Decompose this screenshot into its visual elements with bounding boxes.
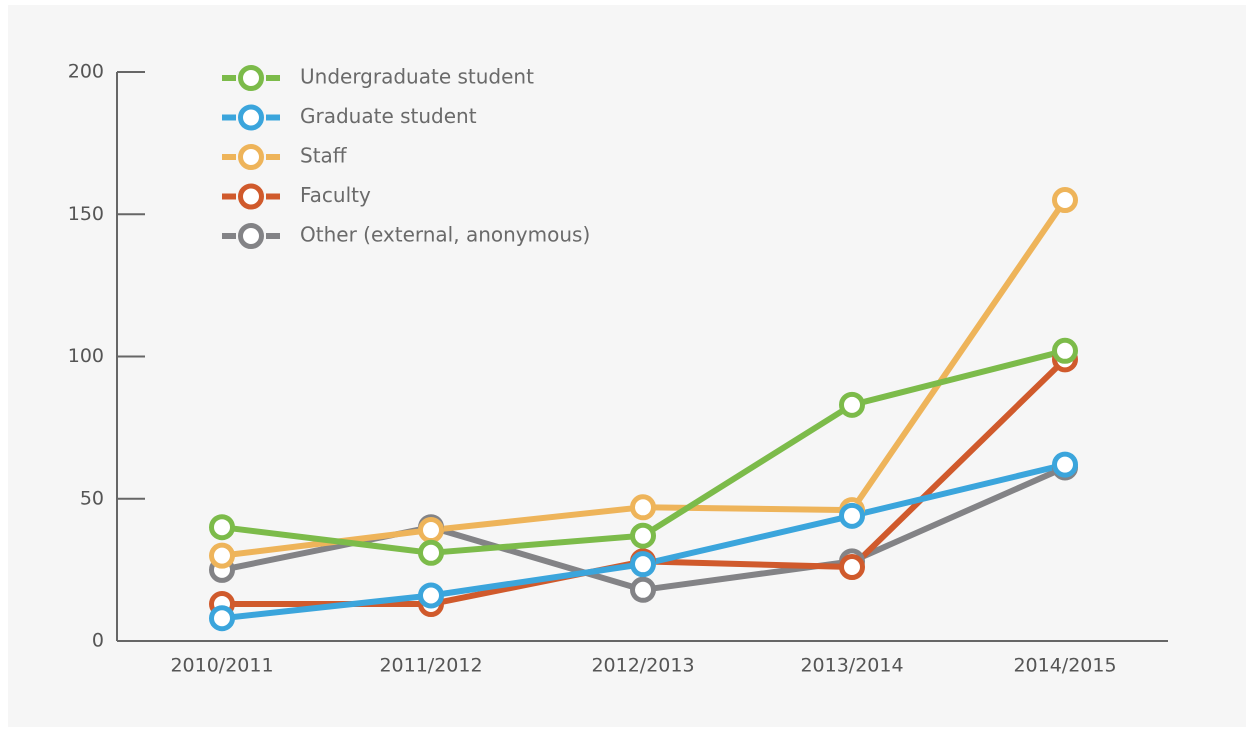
legend-label: Staff xyxy=(300,144,348,168)
x-tick-label: 2014/2015 xyxy=(1013,655,1116,677)
point-marker xyxy=(1052,337,1078,364)
point-marker xyxy=(839,554,865,581)
point-marker xyxy=(418,517,444,544)
point-marker xyxy=(630,576,656,603)
point-marker xyxy=(839,502,865,529)
x-tick-label: 2013/2014 xyxy=(800,655,903,677)
y-tick-label: 100 xyxy=(68,345,104,367)
point-marker xyxy=(839,391,865,418)
legend-swatch-marker xyxy=(238,183,264,210)
point-marker xyxy=(630,551,656,578)
point-marker xyxy=(630,494,656,521)
legend-label: Faculty xyxy=(300,183,371,207)
point-marker xyxy=(209,542,235,569)
point-marker xyxy=(1052,451,1078,478)
x-tick-label: 2010/2011 xyxy=(170,655,273,677)
point-marker xyxy=(209,605,235,632)
y-tick-label: 0 xyxy=(92,630,104,652)
point-marker xyxy=(209,514,235,541)
y-tick-label: 200 xyxy=(68,61,104,83)
y-tick-label: 50 xyxy=(80,487,104,509)
legend-label: Undergraduate student xyxy=(300,65,534,89)
point-marker xyxy=(418,582,444,609)
legend-swatch-marker xyxy=(238,104,264,131)
legend-swatch-marker xyxy=(238,223,264,249)
point-marker xyxy=(630,522,656,549)
legend-label: Other (external, anonymous) xyxy=(300,223,590,247)
legend-swatch-marker xyxy=(238,65,264,91)
x-tick-label: 2012/2013 xyxy=(591,655,694,677)
point-marker xyxy=(1052,187,1078,214)
y-tick-label: 150 xyxy=(68,203,104,225)
legend-swatch-marker xyxy=(238,144,264,170)
legend-label: Graduate student xyxy=(300,104,477,128)
point-marker xyxy=(418,539,444,566)
x-tick-label: 2011/2012 xyxy=(379,655,482,677)
